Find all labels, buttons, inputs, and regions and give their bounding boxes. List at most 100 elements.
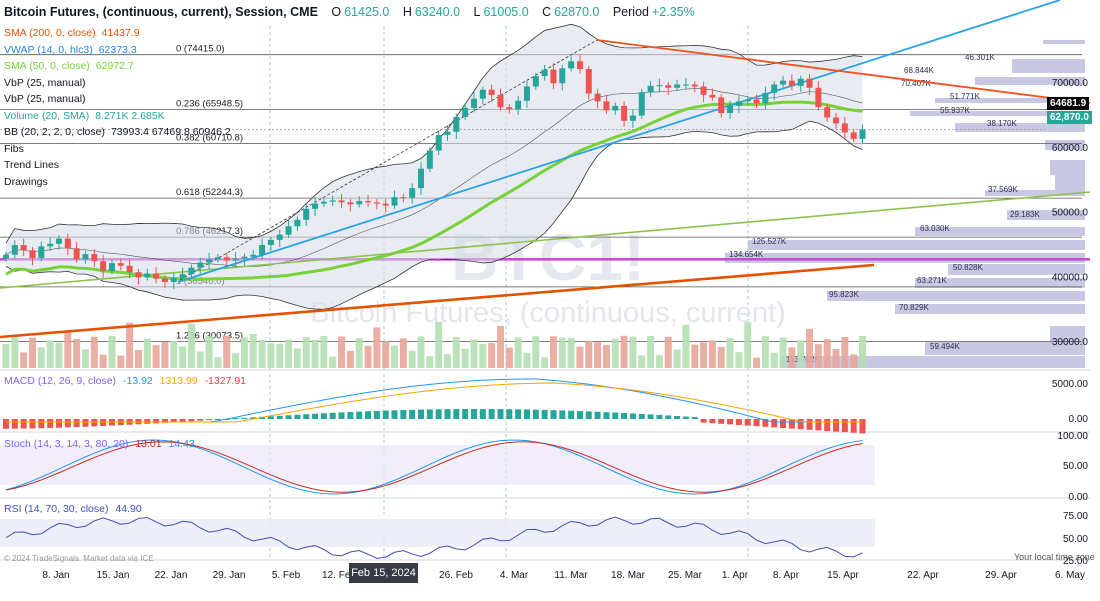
macd-axis-label: 5000.00 bbox=[1052, 379, 1089, 390]
date-axis-label: 8. Apr bbox=[773, 570, 800, 581]
candle-body bbox=[462, 107, 469, 117]
fib-label: 1.236 (30073.5) bbox=[176, 331, 243, 342]
macd-value-1: -13.92 bbox=[122, 375, 153, 387]
vbp-bar bbox=[1050, 326, 1085, 342]
macd-histogram-bar bbox=[426, 409, 433, 419]
candle-body bbox=[656, 85, 663, 87]
volume-bar bbox=[744, 322, 752, 368]
indicator-legend-item[interactable]: BB (20, 2, 2, 0, close) 73993.4 67469.8 6… bbox=[4, 126, 231, 138]
volume-bar bbox=[726, 337, 734, 368]
macd-histogram-bar bbox=[144, 419, 151, 424]
candle-body bbox=[47, 243, 54, 247]
volume-bar bbox=[823, 339, 831, 368]
candle-body bbox=[824, 107, 831, 118]
volume-bar bbox=[2, 344, 10, 368]
volume-bar bbox=[355, 338, 363, 368]
macd-signal-line bbox=[6, 382, 863, 423]
indicator-name: VbP (25, manual) bbox=[4, 93, 86, 105]
indicator-legend-item[interactable]: Fibs bbox=[4, 143, 24, 155]
stoch-d-line bbox=[5, 441, 863, 493]
volume-bar bbox=[46, 340, 54, 368]
candle-body bbox=[135, 272, 142, 278]
volume-bar bbox=[346, 350, 354, 368]
indicator-legend-item[interactable]: Trend Lines bbox=[4, 159, 59, 171]
candle-body bbox=[727, 105, 734, 114]
candle-body bbox=[576, 61, 583, 70]
close-label: C bbox=[542, 5, 552, 19]
candle-body bbox=[126, 265, 133, 273]
low-value: 61005.0 bbox=[483, 5, 529, 19]
volume-bar bbox=[717, 346, 725, 368]
volume-bar bbox=[143, 338, 151, 368]
stoch-axis-label: 100.00 bbox=[1057, 431, 1088, 442]
volume-bar bbox=[20, 352, 28, 368]
macd-value-2: 1313.99 bbox=[159, 375, 198, 387]
indicator-legend-item[interactable]: VbP (25, manual) bbox=[4, 77, 86, 89]
vbp-label: 134.654K bbox=[729, 250, 764, 259]
volume-bar bbox=[496, 326, 504, 368]
fib-label: 0.236 (65948.5) bbox=[176, 98, 243, 109]
macd-histogram-bar bbox=[585, 411, 592, 419]
candle-body bbox=[91, 254, 98, 262]
rsi-axis-label: 75.00 bbox=[1063, 511, 1088, 522]
candle-body bbox=[29, 250, 36, 258]
vbp-label: 59.494K bbox=[930, 342, 960, 351]
volume-bar bbox=[859, 336, 867, 368]
indicator-value: 62373.3 bbox=[98, 43, 137, 56]
volume-bar bbox=[664, 336, 672, 368]
candle-body bbox=[206, 259, 213, 263]
volume-bar bbox=[276, 343, 284, 368]
indicator-legend-item[interactable]: VbP (25, manual) bbox=[4, 93, 86, 105]
volume-bar bbox=[567, 337, 575, 368]
rsi-value: 44.90 bbox=[115, 503, 142, 515]
indicator-legend-item[interactable]: Drawings bbox=[4, 176, 48, 188]
low-label: L bbox=[473, 5, 481, 19]
volume-bar bbox=[549, 336, 557, 368]
indicator-legend-item[interactable]: Volume (20, SMA) 8.271K 2.685K bbox=[4, 110, 165, 122]
volume-bar bbox=[117, 355, 125, 368]
indicator-legend-item[interactable]: SMA (200, 0, close) 41437.9 bbox=[4, 27, 140, 39]
candle-body bbox=[453, 116, 460, 132]
macd-histogram-bar bbox=[559, 410, 566, 419]
volume-bar bbox=[161, 341, 169, 368]
volume-bar bbox=[541, 357, 549, 368]
volume-bar bbox=[134, 350, 142, 368]
volume-bar bbox=[240, 337, 248, 368]
date-axis-label: 29. Jan bbox=[213, 570, 246, 581]
volume-bar bbox=[258, 339, 266, 368]
vbp-label: 55.937K bbox=[940, 106, 970, 115]
candle-body bbox=[532, 76, 539, 87]
rsi-axis-label: 25.00 bbox=[1063, 556, 1088, 567]
volume-bar bbox=[73, 339, 81, 368]
macd-histogram-bar bbox=[64, 419, 71, 428]
volume-bar bbox=[293, 348, 301, 368]
macd-histogram-bar bbox=[700, 419, 707, 423]
chart-title: Bitcoin Futures, (continuous, current), … bbox=[4, 5, 318, 19]
candle-body bbox=[647, 85, 654, 93]
macd-histogram-bar bbox=[312, 413, 319, 419]
volume-bar bbox=[223, 336, 231, 368]
volume-bar bbox=[37, 347, 45, 368]
candle-body bbox=[320, 201, 327, 204]
vbp-bar bbox=[955, 123, 1085, 132]
stoch-axis-label: 50.00 bbox=[1063, 461, 1088, 472]
candle-body bbox=[541, 69, 548, 77]
candle-body bbox=[382, 203, 389, 206]
indicator-legend-item[interactable]: VWAP (14, 0, hlc3) 62373.3 bbox=[4, 44, 137, 56]
macd-histogram-bar bbox=[29, 419, 36, 429]
open-value: 61425.0 bbox=[344, 5, 390, 19]
indicator-legend-item[interactable]: SMA (50, 0, close) 62972.7 bbox=[4, 60, 134, 72]
date-axis-label: 12. Feb bbox=[322, 570, 356, 581]
volume-bar bbox=[611, 338, 619, 368]
fib-label: 0.618 (52244.3) bbox=[176, 187, 243, 198]
candle-body bbox=[153, 273, 160, 279]
macd-axis-label: 0.00 bbox=[1069, 414, 1089, 425]
vbp-bar bbox=[1007, 210, 1085, 220]
axes: 70000.0 60000.0 50000.0 40000.0 30000.0 5000.… bbox=[42, 78, 1088, 581]
macd-histogram-bar bbox=[797, 419, 804, 430]
copyright: © 2024 TradeSignals. Market data via ICE bbox=[4, 554, 154, 563]
timezone-label[interactable]: Your local time zone bbox=[1014, 552, 1095, 562]
candle-body bbox=[82, 254, 89, 260]
macd-histogram-bar bbox=[444, 409, 451, 419]
